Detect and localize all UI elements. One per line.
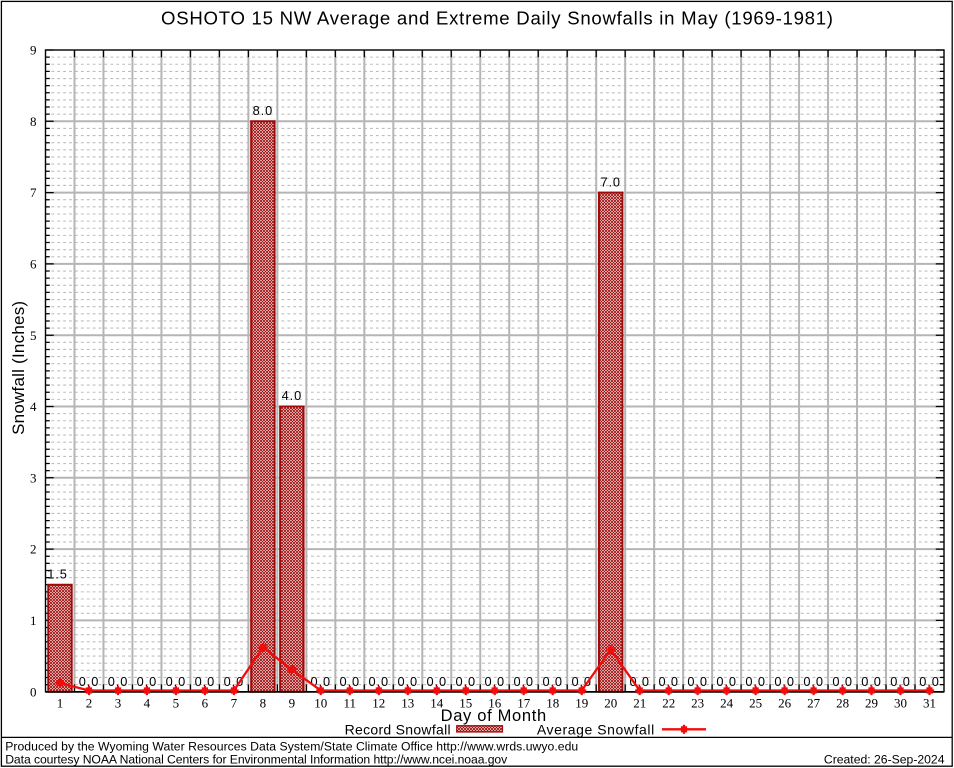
svg-text:0.0: 0.0 xyxy=(195,674,216,689)
svg-text:9: 9 xyxy=(30,43,37,58)
svg-text:1: 1 xyxy=(30,613,37,628)
svg-text:0.0: 0.0 xyxy=(687,674,708,689)
svg-text:0.0: 0.0 xyxy=(803,674,824,689)
svg-text:10: 10 xyxy=(314,696,327,711)
svg-text:14: 14 xyxy=(430,696,444,711)
svg-text:1: 1 xyxy=(57,696,64,711)
svg-text:OSHOTO 15 NW Average and Extre: OSHOTO 15 NW Average and Extreme Daily S… xyxy=(161,7,833,28)
svg-text:28: 28 xyxy=(836,696,849,711)
svg-text:0.0: 0.0 xyxy=(861,674,882,689)
svg-text:0.0: 0.0 xyxy=(456,674,477,689)
svg-text:17: 17 xyxy=(517,696,531,711)
svg-text:9: 9 xyxy=(289,696,296,711)
svg-text:3: 3 xyxy=(115,696,122,711)
svg-text:7.0: 7.0 xyxy=(600,174,621,189)
svg-text:0.0: 0.0 xyxy=(311,674,332,689)
svg-text:19: 19 xyxy=(575,696,588,711)
svg-text:0.0: 0.0 xyxy=(79,674,100,689)
svg-text:13: 13 xyxy=(401,696,414,711)
svg-text:0: 0 xyxy=(30,684,37,699)
svg-text:4: 4 xyxy=(30,399,37,414)
svg-text:29: 29 xyxy=(865,696,878,711)
svg-text:0.0: 0.0 xyxy=(166,674,187,689)
svg-text:4: 4 xyxy=(144,696,151,711)
svg-text:22: 22 xyxy=(662,696,675,711)
svg-text:2: 2 xyxy=(86,696,93,711)
svg-text:15: 15 xyxy=(459,696,472,711)
svg-text:8.0: 8.0 xyxy=(253,103,274,118)
svg-text:26: 26 xyxy=(778,696,792,711)
svg-text:0.0: 0.0 xyxy=(745,674,766,689)
svg-text:Day of Month: Day of Month xyxy=(441,707,547,725)
svg-text:0.0: 0.0 xyxy=(369,674,390,689)
svg-text:Produced by the Wyoming Water: Produced by the Wyoming Water Resources … xyxy=(5,740,578,754)
svg-text:0.0: 0.0 xyxy=(890,674,911,689)
svg-text:21: 21 xyxy=(633,696,646,711)
svg-text:7: 7 xyxy=(231,696,238,711)
svg-text:0.0: 0.0 xyxy=(427,674,448,689)
svg-text:0.0: 0.0 xyxy=(658,674,679,689)
svg-text:11: 11 xyxy=(344,696,357,711)
svg-text:0.0: 0.0 xyxy=(485,674,506,689)
svg-text:18: 18 xyxy=(546,696,559,711)
svg-text:8: 8 xyxy=(30,114,37,129)
svg-text:Average Snowfall: Average Snowfall xyxy=(537,721,654,737)
svg-text:0.0: 0.0 xyxy=(108,674,129,689)
svg-text:Created: 26-Sep-2024: Created: 26-Sep-2024 xyxy=(824,753,945,767)
svg-text:0.0: 0.0 xyxy=(832,674,853,689)
svg-text:0.0: 0.0 xyxy=(137,674,158,689)
svg-text:20: 20 xyxy=(604,696,617,711)
svg-text:6: 6 xyxy=(30,257,37,272)
svg-text:Data courtesy NOAA National Ce: Data courtesy NOAA National Centers for … xyxy=(5,753,508,767)
svg-text:0.0: 0.0 xyxy=(919,674,940,689)
svg-text:30: 30 xyxy=(894,696,907,711)
svg-text:2: 2 xyxy=(30,542,37,557)
svg-text:23: 23 xyxy=(691,696,704,711)
svg-text:0.0: 0.0 xyxy=(716,674,737,689)
svg-text:0.0: 0.0 xyxy=(629,674,650,689)
svg-text:Snowfall (Inches): Snowfall (Inches) xyxy=(9,301,28,435)
svg-text:0.0: 0.0 xyxy=(398,674,419,689)
svg-text:0.0: 0.0 xyxy=(774,674,795,689)
svg-text:27: 27 xyxy=(807,696,821,711)
svg-text:16: 16 xyxy=(488,696,502,711)
svg-text:24: 24 xyxy=(720,696,734,711)
svg-text:5: 5 xyxy=(173,696,180,711)
svg-text:6: 6 xyxy=(202,696,209,711)
svg-text:0.0: 0.0 xyxy=(340,674,361,689)
svg-text:31: 31 xyxy=(923,696,936,711)
svg-text:3: 3 xyxy=(30,470,37,485)
svg-text:4.0: 4.0 xyxy=(282,388,303,403)
svg-text:1.5: 1.5 xyxy=(47,567,68,582)
svg-text:5: 5 xyxy=(30,328,37,343)
svg-text:8: 8 xyxy=(260,696,267,711)
svg-text:0.0: 0.0 xyxy=(513,674,534,689)
svg-text:12: 12 xyxy=(372,696,385,711)
svg-text:25: 25 xyxy=(749,696,762,711)
svg-text:0.0: 0.0 xyxy=(542,674,563,689)
svg-text:Record Snowfall: Record Snowfall xyxy=(345,721,451,737)
svg-text:7: 7 xyxy=(30,185,37,200)
